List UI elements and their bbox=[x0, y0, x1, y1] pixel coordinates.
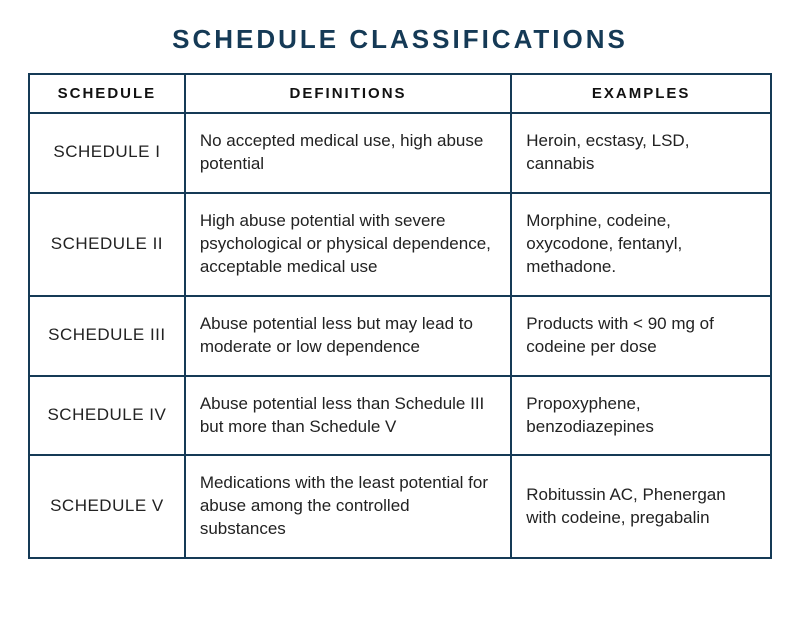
cell-schedule: SCHEDULE III bbox=[29, 296, 185, 376]
schedule-table: SCHEDULE DEFINITIONS EXAMPLES SCHEDULE I… bbox=[28, 73, 772, 559]
cell-examples: Products with < 90 mg of codeine per dos… bbox=[511, 296, 771, 376]
col-header-definitions: DEFINITIONS bbox=[185, 74, 511, 113]
cell-definition: Medications with the least potential for… bbox=[185, 455, 511, 558]
cell-examples: Propoxyphene, benzodiazepines bbox=[511, 376, 771, 456]
col-header-schedule: SCHEDULE bbox=[29, 74, 185, 113]
table-row: SCHEDULE II High abuse potential with se… bbox=[29, 193, 771, 296]
page-title: SCHEDULE CLASSIFICATIONS bbox=[28, 24, 772, 55]
cell-examples: Robitussin AC, Phenergan with codeine, p… bbox=[511, 455, 771, 558]
cell-examples: Morphine, codeine, oxycodone, fentanyl, … bbox=[511, 193, 771, 296]
cell-schedule: SCHEDULE II bbox=[29, 193, 185, 296]
cell-definition: High abuse potential with severe psychol… bbox=[185, 193, 511, 296]
cell-schedule: SCHEDULE I bbox=[29, 113, 185, 193]
table-row: SCHEDULE I No accepted medical use, high… bbox=[29, 113, 771, 193]
table-row: SCHEDULE V Medications with the least po… bbox=[29, 455, 771, 558]
cell-definition: No accepted medical use, high abuse pote… bbox=[185, 113, 511, 193]
cell-schedule: SCHEDULE V bbox=[29, 455, 185, 558]
table-row: SCHEDULE IV Abuse potential less than Sc… bbox=[29, 376, 771, 456]
cell-examples: Heroin, ecstasy, LSD, cannabis bbox=[511, 113, 771, 193]
table-row: SCHEDULE III Abuse potential less but ma… bbox=[29, 296, 771, 376]
table-header-row: SCHEDULE DEFINITIONS EXAMPLES bbox=[29, 74, 771, 113]
cell-definition: Abuse potential less but may lead to mod… bbox=[185, 296, 511, 376]
cell-schedule: SCHEDULE IV bbox=[29, 376, 185, 456]
col-header-examples: EXAMPLES bbox=[511, 74, 771, 113]
cell-definition: Abuse potential less than Schedule III b… bbox=[185, 376, 511, 456]
